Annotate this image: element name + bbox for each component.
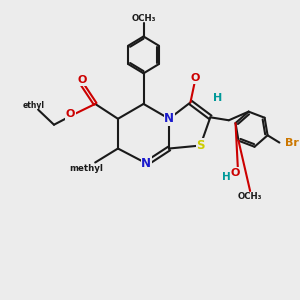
Text: OCH₃: OCH₃ <box>131 14 156 22</box>
Text: H: H <box>222 172 230 182</box>
Text: N: N <box>141 157 152 170</box>
Text: O: O <box>190 73 200 83</box>
Text: methyl: methyl <box>70 164 104 173</box>
Text: S: S <box>196 139 205 152</box>
Text: ethyl: ethyl <box>23 101 45 110</box>
Text: Br: Br <box>284 138 298 148</box>
Text: O: O <box>78 75 87 85</box>
Text: H: H <box>213 93 222 103</box>
Text: OCH₃: OCH₃ <box>238 193 262 202</box>
Text: O: O <box>230 168 240 178</box>
Text: O: O <box>66 109 75 119</box>
Text: N: N <box>164 112 174 125</box>
